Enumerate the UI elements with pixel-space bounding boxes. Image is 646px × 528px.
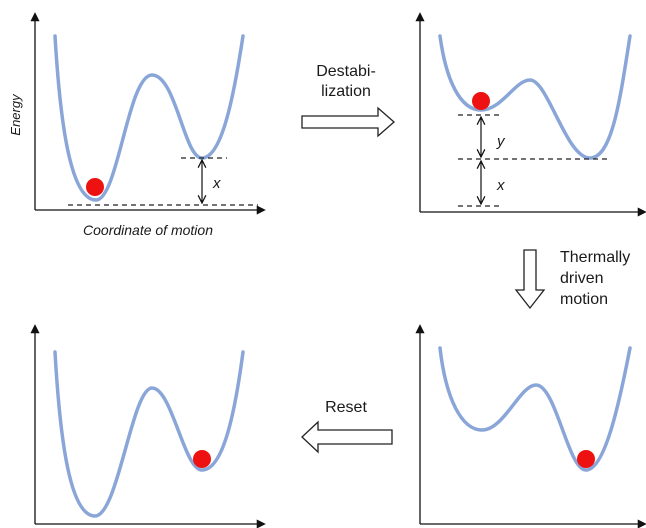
energy-curve <box>438 346 632 472</box>
energy-curve <box>438 34 632 160</box>
hollow-arrow-left <box>301 420 393 454</box>
thermal-label-line3: motion <box>560 291 608 308</box>
arrow-reset: Reset <box>301 399 393 454</box>
hollow-arrow-down <box>514 249 546 310</box>
energy-curve <box>53 34 245 202</box>
panel-destabilized-state: y x <box>415 12 646 217</box>
thermal-label-line1: Thermally <box>560 249 630 266</box>
particle-ball <box>86 178 104 196</box>
particle-ball <box>472 92 490 110</box>
hollow-arrow-right <box>301 106 395 138</box>
thermal-label-line2: driven <box>560 270 604 287</box>
axis-y-label: Energy <box>8 93 23 136</box>
gap-y-label: y <box>496 133 506 150</box>
panel-thermal-motion-state <box>415 324 646 528</box>
energy-curve <box>53 350 245 518</box>
particle-ball <box>193 450 211 468</box>
gap-x-label: x <box>496 177 505 194</box>
panel-initial-state: x Energy Coordinate of motion <box>8 12 266 238</box>
reset-label: Reset <box>325 399 367 416</box>
arrow-destabilization: Destabi- lization <box>301 63 395 138</box>
destabilization-label-line2: lization <box>321 83 371 100</box>
particle-ball <box>577 450 595 468</box>
gap-x-label: x <box>212 175 221 192</box>
panel-reset-state <box>30 324 266 528</box>
destabilization-label-line1: Destabi- <box>316 63 376 80</box>
axis-x-label: Coordinate of motion <box>83 222 213 238</box>
arrow-thermal-motion: Thermally driven motion <box>514 249 630 310</box>
